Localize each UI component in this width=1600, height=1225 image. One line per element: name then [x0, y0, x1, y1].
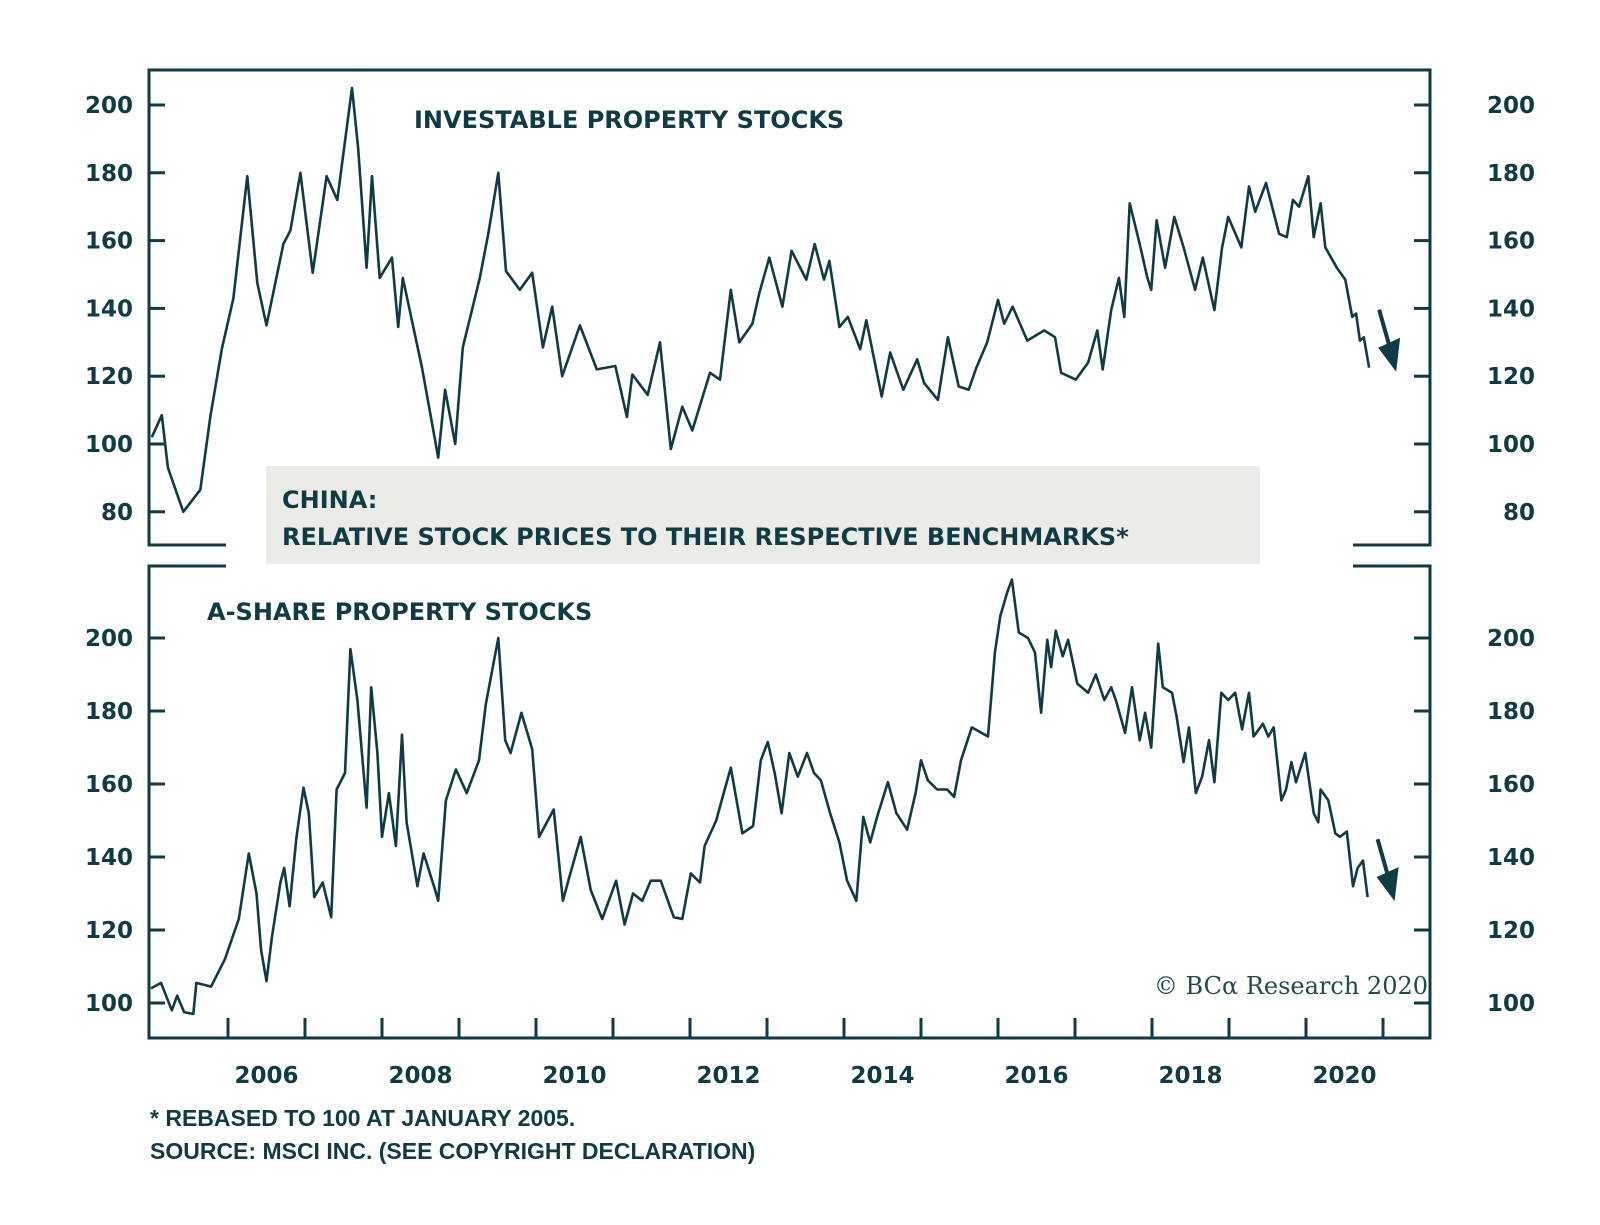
top-panel-frame: [147, 68, 1432, 547]
bottom-down-arrow-icon: [1375, 838, 1399, 902]
top-series-line: [150, 86, 1371, 514]
footnote-rebased: * REBASED TO 100 AT JANUARY 2005.: [150, 1105, 575, 1131]
y-tick-label-left: 160: [85, 772, 133, 798]
y-tick-label-left: 180: [85, 161, 133, 187]
top-panel-title: INVESTABLE PROPERTY STOCKS: [414, 106, 844, 134]
y-tick-label-left: 100: [85, 991, 133, 1017]
y-tick-label-right: 180: [1487, 699, 1535, 725]
y-tick-label-left: 140: [85, 296, 133, 322]
top-y-axis: 80 80 100 100 120 120 140 140 160 160 180 180 200 200: [85, 93, 1535, 526]
y-tick-label-right: 160: [1487, 772, 1535, 798]
x-tick-label: 2020: [1312, 1063, 1376, 1089]
y-tick-label-right: 140: [1487, 845, 1535, 871]
x-tick-label: 2018: [1158, 1063, 1222, 1089]
y-tick-label-left: 120: [85, 364, 133, 390]
y-tick-label-right: 160: [1487, 229, 1535, 255]
y-tick-label-left: 100: [85, 432, 133, 458]
y-tick-label-right: 120: [1487, 364, 1535, 390]
y-tick-label-right: 200: [1487, 93, 1535, 119]
y-tick-label-left: 200: [85, 626, 133, 652]
y-tick-label-left: 160: [85, 229, 133, 255]
arrow-head: [1378, 337, 1401, 372]
y-tick-label-right: 100: [1487, 991, 1535, 1017]
bottom-y-axis: 100 100 120 120 140 140 160 160 180 180 200 200: [85, 626, 1535, 1017]
y-tick-label-left: 140: [85, 845, 133, 871]
bottom-panel-title: A-SHARE PROPERTY STOCKS: [207, 598, 592, 626]
x-tick-label: 2010: [542, 1063, 606, 1089]
bottom-panel-frame: [147, 564, 1432, 1040]
y-tick-label-right: 180: [1487, 161, 1535, 187]
top-down-arrow-icon: [1377, 309, 1401, 372]
x-axis: 2006 2008 2010 2012 2014 2016 2018 2020: [226, 1018, 1385, 1089]
y-tick-label-right: 80: [1503, 500, 1535, 526]
x-tick-label: 2016: [1004, 1063, 1068, 1089]
x-tick-label: 2006: [234, 1063, 298, 1089]
y-tick-label-right: 100: [1487, 432, 1535, 458]
y-tick-label-left: 80: [101, 500, 133, 526]
bottom-series-line: [150, 578, 1369, 1016]
x-tick-label: 2014: [850, 1063, 914, 1089]
y-tick-label-left: 180: [85, 699, 133, 725]
title-box-line2: RELATIVE STOCK PRICES TO THEIR RESPECTIV…: [282, 523, 1129, 551]
footnote-source: SOURCE: MSCI INC. (SEE COPYRIGHT DECLARA…: [150, 1138, 755, 1164]
copyright-label: © BCα Research 2020: [1154, 972, 1428, 1000]
arrow-head: [1376, 867, 1399, 902]
y-tick-label-left: 120: [85, 918, 133, 944]
y-tick-label-right: 120: [1487, 918, 1535, 944]
y-tick-label-right: 200: [1487, 626, 1535, 652]
title-box: [266, 466, 1260, 564]
title-box-line1: CHINA:: [282, 486, 377, 514]
x-tick-label: 2012: [696, 1063, 760, 1089]
y-tick-label-right: 140: [1487, 296, 1535, 322]
y-tick-label-left: 200: [85, 93, 133, 119]
top-panel: INVESTABLE PROPERTY STOCKS 80 80 100 100 120…: [85, 68, 1535, 547]
x-tick-label: 2008: [388, 1063, 452, 1089]
